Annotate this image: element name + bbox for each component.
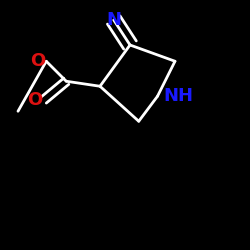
Text: NH: NH [164,87,194,105]
Text: N: N [106,11,121,29]
Text: O: O [27,91,42,109]
Text: O: O [30,52,45,70]
